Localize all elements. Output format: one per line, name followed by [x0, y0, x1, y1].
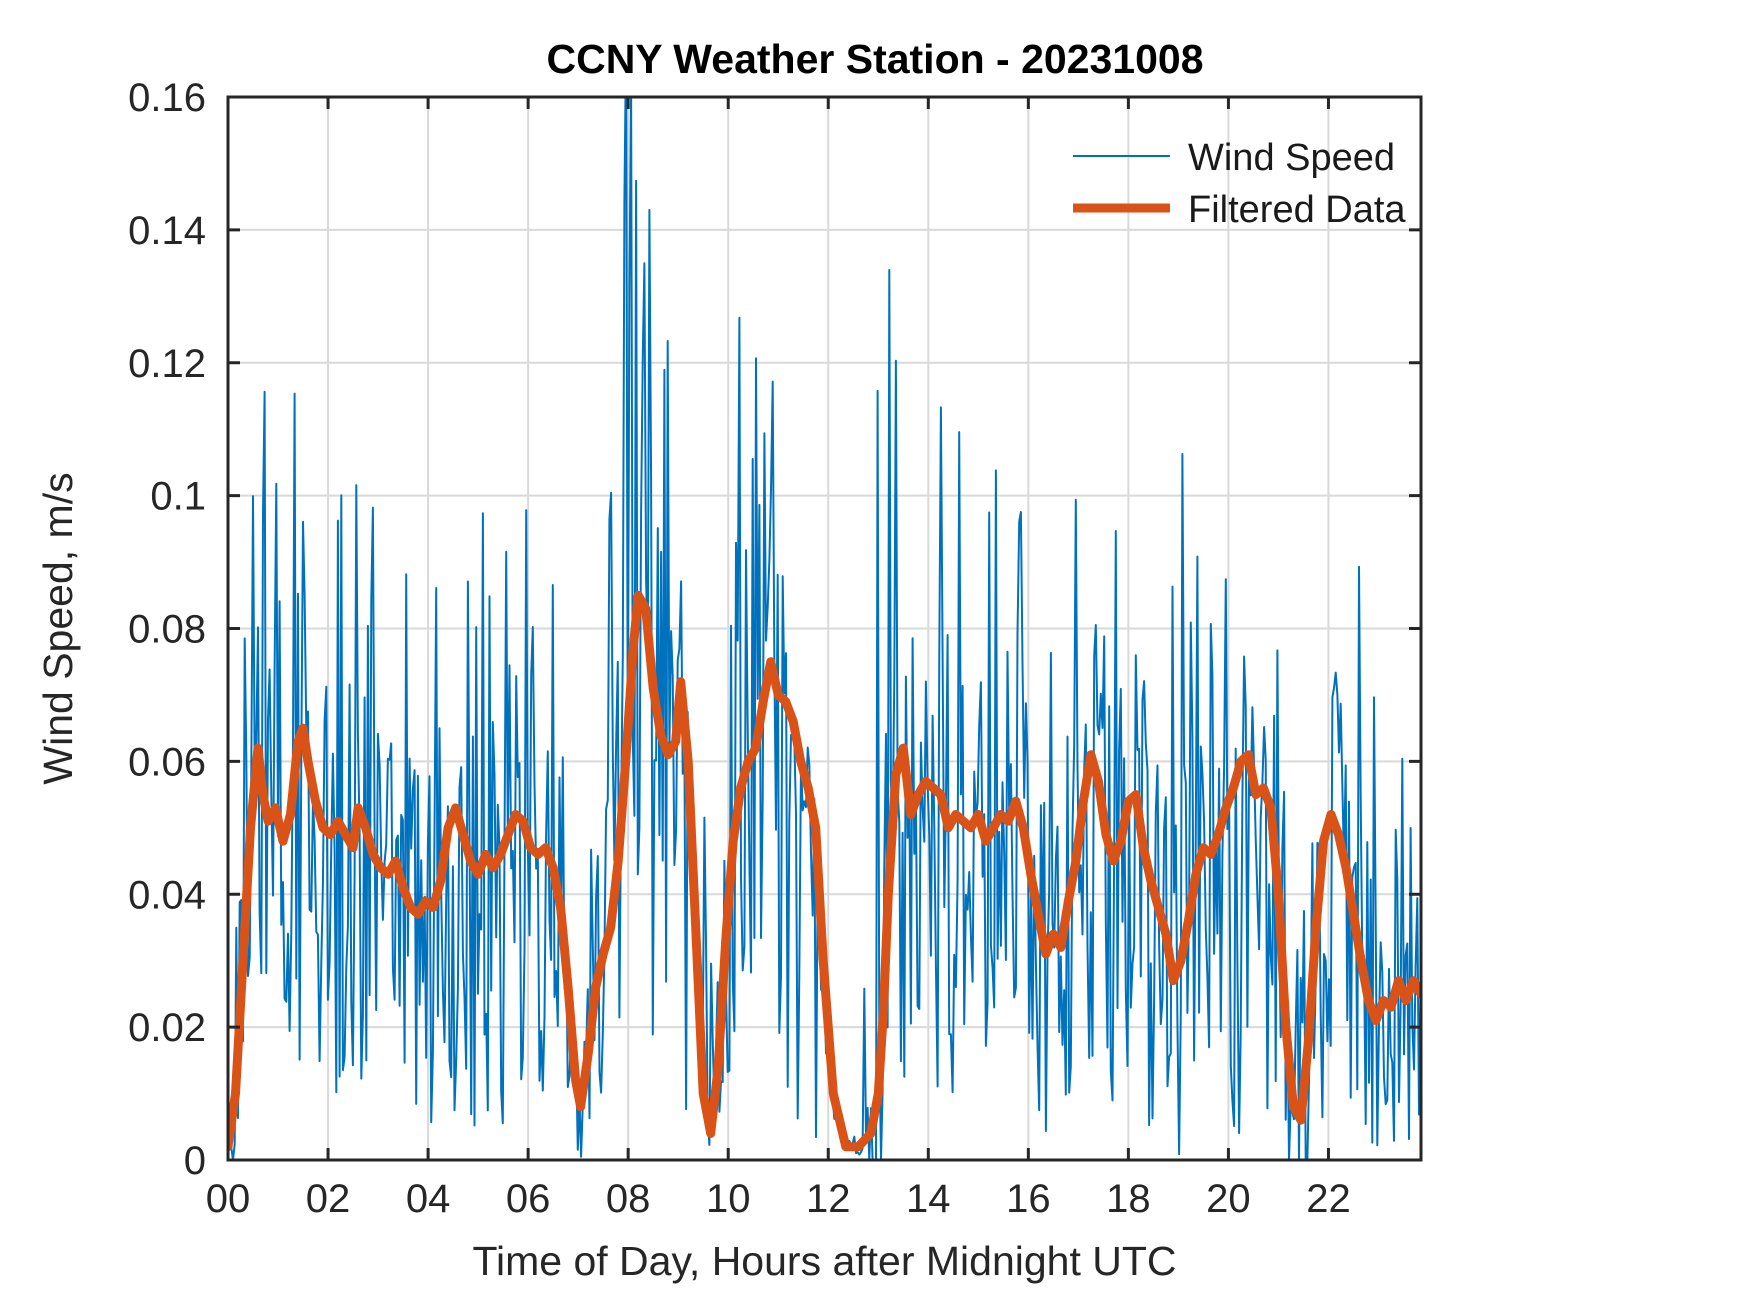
data-layer	[228, 97, 1421, 1160]
x-tick-labels: 00 02 04 06 08 10 12 14 16 18 20 22	[206, 1177, 1351, 1221]
chart-title: CCNY Weather Station - 20231008	[546, 36, 1204, 82]
x-tick-label: 04	[406, 1177, 451, 1221]
x-tick-label: 12	[806, 1177, 851, 1221]
grid-lines	[227, 96, 1421, 1160]
x-axis-label: Time of Day, Hours after Midnight UTC	[472, 1238, 1176, 1284]
y-tick-label: 0.04	[128, 873, 206, 917]
y-tick-labels: 0 0.02 0.04 0.06 0.08 0.1 0.12 0.14 0.16	[128, 76, 206, 1183]
y-tick-label: 0.14	[128, 209, 206, 253]
y-tick-label: 0.06	[128, 740, 206, 784]
y-tick-label: 0.02	[128, 1006, 206, 1050]
y-tick-label: 0.08	[128, 608, 206, 652]
x-tick-label: 10	[706, 1177, 751, 1221]
axis-ticks	[226, 95, 1421, 1162]
y-tick-label: 0.1	[150, 475, 206, 519]
x-tick-label: 20	[1206, 1177, 1251, 1221]
x-tick-label: 02	[306, 1177, 351, 1221]
x-tick-label: 06	[506, 1177, 551, 1221]
y-tick-label: 0.12	[128, 342, 206, 386]
y-tick-label: 0	[184, 1139, 206, 1183]
y-tick-label: 0.16	[128, 76, 206, 120]
x-tick-label: 22	[1306, 1177, 1351, 1221]
legend[interactable]: Wind Speed Filtered Data	[1073, 137, 1406, 231]
legend-label: Filtered Data	[1188, 189, 1406, 231]
x-tick-label: 08	[606, 1177, 651, 1221]
x-tick-label: 18	[1106, 1177, 1151, 1221]
x-tick-label: 16	[1006, 1177, 1051, 1221]
series-filtered-data	[228, 590, 1421, 1152]
x-tick-label: 14	[906, 1177, 951, 1221]
y-axis-label: Wind Speed, m/s	[35, 472, 81, 784]
legend-label: Wind Speed	[1188, 137, 1395, 179]
x-tick-label: 00	[206, 1177, 251, 1221]
